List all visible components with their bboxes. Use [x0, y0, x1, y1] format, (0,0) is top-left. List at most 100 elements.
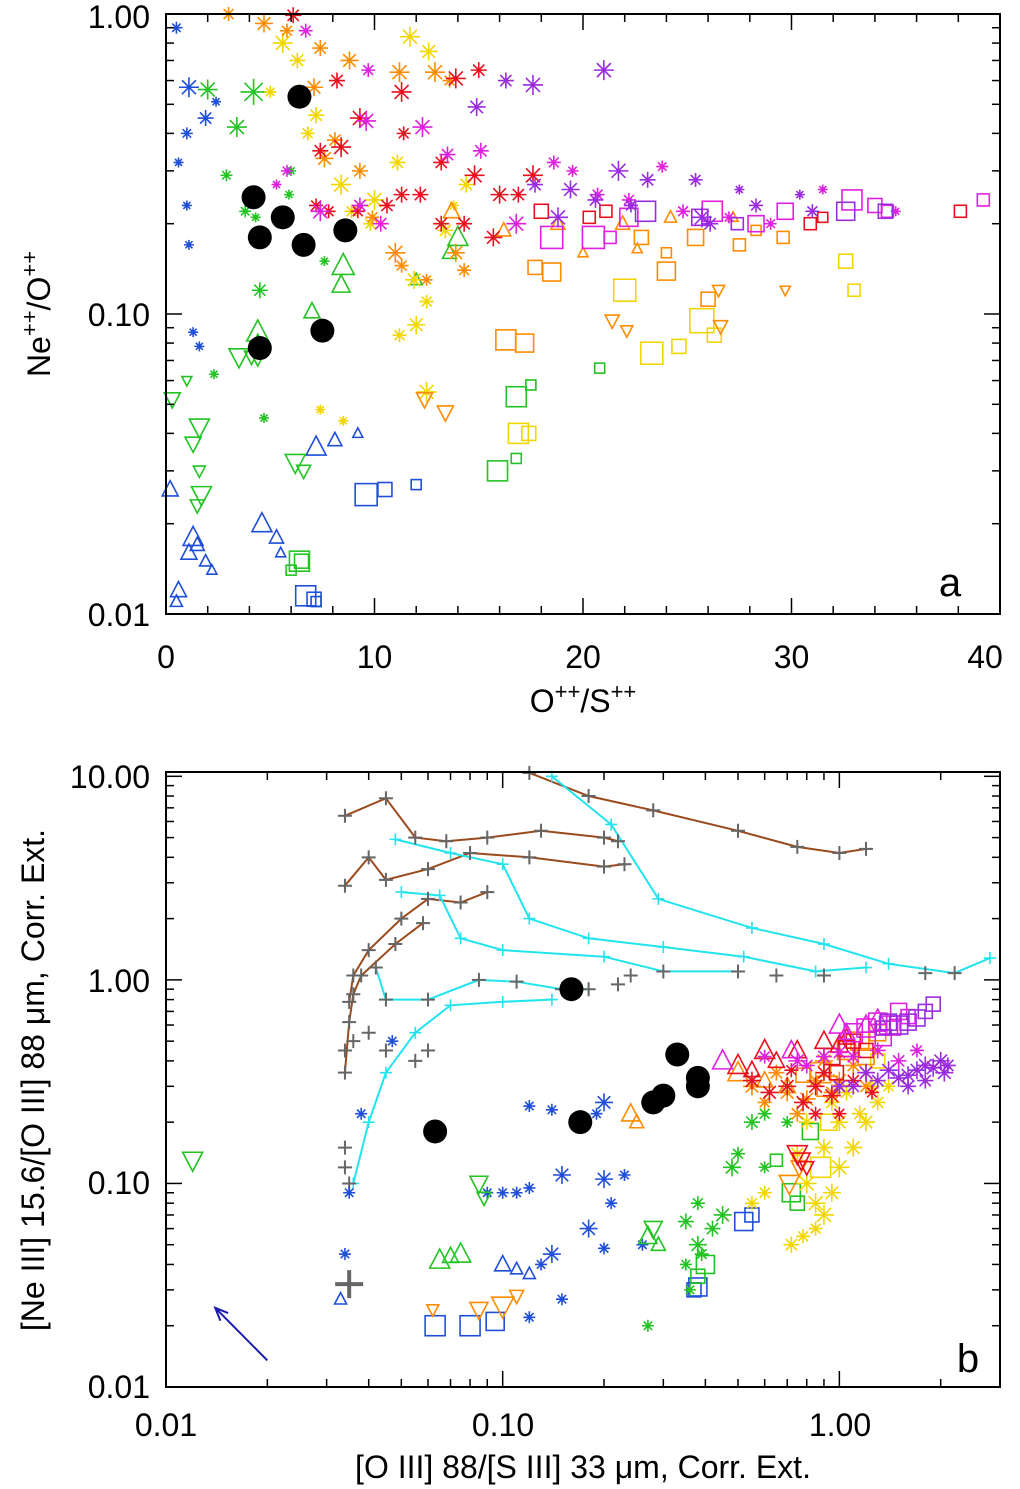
panel-b-model-cross-37 [378, 992, 393, 1007]
panel-a-green-point-24 [220, 169, 233, 182]
panel-b-black-point-3 [685, 1074, 710, 1099]
panel-b-blue-point-20 [523, 1311, 536, 1324]
panel-b-purple-point-9 [935, 1063, 954, 1082]
panel-a-blue-point-17 [169, 593, 184, 608]
panel-b-yellow-point-23 [819, 1113, 838, 1131]
panel-b-model-cross-25 [790, 839, 805, 854]
panel-a-magenta-point-29 [817, 184, 828, 195]
panel-a-green-point-2 [188, 418, 211, 440]
panel-b-orange-point-21 [789, 1105, 806, 1122]
panel-a-blue-point-1 [178, 77, 199, 98]
panel-a-red-point-3 [391, 81, 412, 102]
panel-b-green-point-9 [688, 1235, 707, 1254]
panel-b-y-axis-title: [Ne III] 15.6/[O III] 88 μm, Corr. Ext. [15, 829, 51, 1331]
panel-b-model-cross-53 [408, 1053, 423, 1068]
panel-b-model-cross-54 [420, 1043, 435, 1058]
panel-a-red-point-25 [803, 216, 818, 231]
panel-b-red-point-12 [760, 1083, 779, 1102]
panel-a-purple-point-1 [593, 60, 614, 81]
panel-a-black-point-2 [270, 205, 295, 230]
panel-a-red-point-21 [309, 198, 324, 213]
panel-b-black-point-0 [559, 977, 584, 1002]
panel-a-blue-point-28 [306, 591, 322, 608]
panel-b-model-track-9-node-1 [362, 1116, 375, 1129]
panel-b-model-cross-22 [581, 789, 596, 804]
panel-a-black-point-5 [333, 218, 358, 243]
panel-b-model-cross-14 [480, 885, 495, 900]
panel-a-magenta-point-4 [372, 215, 389, 232]
panel-b-model-track-9 [352, 998, 552, 1184]
panel-a-orange-point-4 [340, 51, 359, 70]
panel-b-model-cross-43 [656, 964, 671, 979]
panel-a-blue-point-25 [377, 481, 393, 498]
panel-a-green-point-37 [510, 452, 523, 465]
panel-b-blue-point-27 [424, 1314, 446, 1337]
panel-b-model-track-5-node-2 [652, 892, 665, 905]
panel-b-blue-point-1 [355, 1107, 368, 1120]
panel-b-model-cross-47 [918, 966, 933, 981]
panel-a-green-point-3 [183, 436, 203, 455]
panel-b-magenta-point-6 [843, 1022, 864, 1043]
panel-a-blue-point-3 [180, 127, 193, 140]
panel-b-yellow-point-15 [851, 1105, 868, 1122]
panel-a-yellow-point-3 [308, 107, 325, 124]
panel-a-magenta-point-18 [361, 63, 376, 78]
panel-a-red-point-12 [522, 165, 543, 186]
panel-b-model-cross-6 [597, 859, 612, 874]
panel-b-magenta-point-19 [869, 1042, 886, 1059]
panel-b-magenta-point-3 [837, 1022, 856, 1040]
panel-a-yellow-point-4 [264, 85, 277, 98]
panel-a-yellow-point-5 [300, 126, 315, 141]
panel-a-purple-point-9 [587, 191, 604, 208]
panel-b-blue-point-6 [595, 1093, 614, 1112]
panel-a-green-point-35 [525, 379, 537, 391]
panel-b-purple-point-2 [889, 1068, 908, 1087]
panel-a-magenta-point-26 [764, 217, 777, 230]
panel-a-red-point-6 [396, 126, 411, 141]
panel-a-green-point-22 [240, 78, 267, 105]
panel-b-purple-point-18 [879, 1013, 898, 1031]
panel-b-model-cross-35 [610, 834, 625, 849]
panel-b-blue-point-8 [552, 1166, 571, 1185]
panel-a-purple-point-15 [805, 204, 820, 219]
panel-b-magenta-point-21 [909, 1043, 924, 1058]
panel-b-yellow-point-14 [838, 1084, 855, 1101]
panel-b-blue-point-13 [510, 1186, 523, 1199]
panel-b-green-point-4 [428, 1247, 452, 1269]
panel-b-frame [165, 771, 1001, 1388]
panel-b-blue-point-9 [595, 1170, 614, 1189]
panel-a-orange-point-18 [415, 391, 434, 410]
panel-a-green-point-26 [250, 212, 261, 223]
panel-a-magenta-point-5 [506, 213, 527, 234]
panel-b-model-track-6-node-4 [582, 932, 595, 945]
panel-b-model-track-0 [344, 797, 619, 843]
panel-a-magenta-point-25 [722, 211, 735, 224]
panel-a-blue-point-21 [304, 434, 328, 456]
panel-a-xtick-10: 10 [357, 639, 393, 675]
panel-a-orange-point-2 [279, 23, 294, 38]
panel-b-green-point-20 [683, 1283, 696, 1296]
panel-a-orange-point-11 [442, 73, 457, 88]
panel-a-orange-point-29 [700, 291, 716, 308]
panel-a-magenta-point-12 [841, 189, 863, 211]
panel-b-model-cross-45 [769, 968, 784, 983]
panel-b-black-point-1 [665, 1042, 690, 1067]
panel-b-model-cross-38 [420, 992, 435, 1007]
panel-b-model-cross-7 [617, 857, 632, 872]
panel-a-purple-point-14 [749, 198, 764, 213]
panel-b-model-cross-34 [597, 830, 612, 845]
panel-b-purple-point-10 [869, 1072, 886, 1089]
panel-b-yellow-point-10 [830, 1113, 849, 1132]
panel-b-model-track-6-node-3 [523, 912, 536, 925]
panel-b-model-cross-12 [420, 891, 435, 906]
panel-a-marks [160, 7, 991, 608]
panel-b-ytick-1.00: 1.00 [88, 963, 150, 999]
panel-b-model-cross-27 [859, 841, 874, 856]
panel-a-magenta-point-16 [603, 230, 617, 245]
panel-a-red-point-19 [456, 215, 473, 232]
panel-b-marks [181, 765, 996, 1362]
panel-a-green-point-32 [319, 256, 330, 267]
panel-b-green-point-2 [475, 1191, 493, 1208]
panel-b-red-point-3 [767, 1050, 786, 1069]
panel-a-orange-point-12 [385, 242, 406, 263]
